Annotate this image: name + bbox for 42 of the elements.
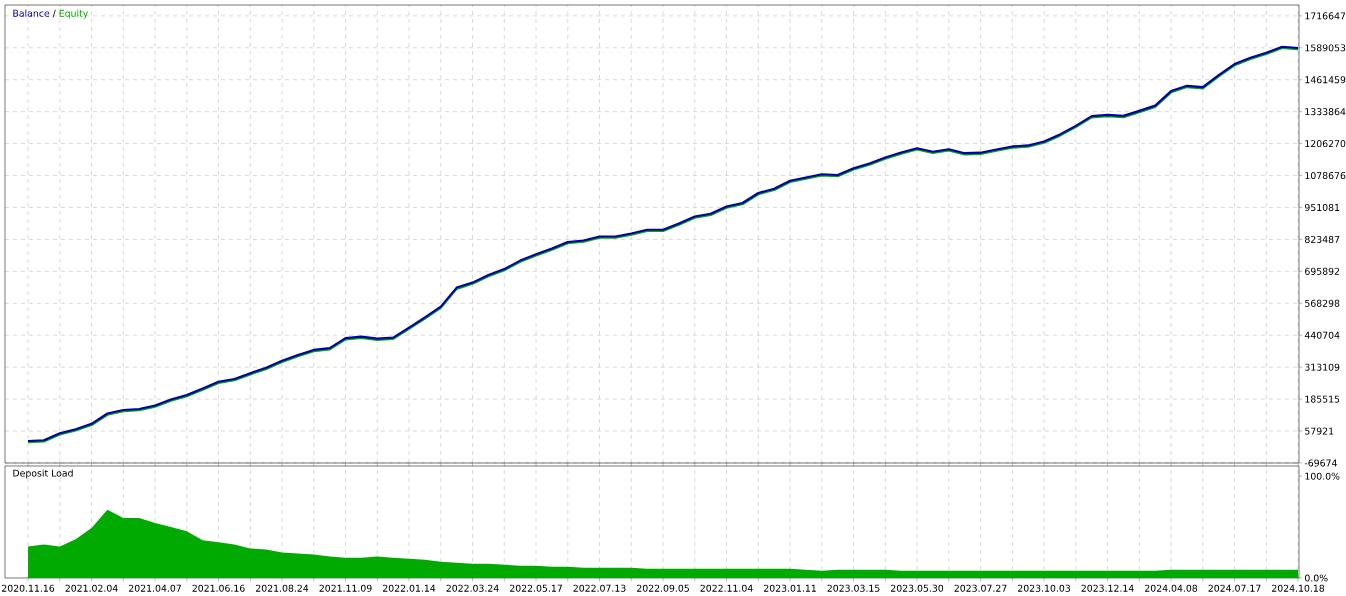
x-tick-label: 2021.02.04: [65, 584, 118, 592]
y-tick-label: 1716647: [1305, 12, 1346, 20]
x-tick-label: 2022.11.04: [700, 584, 753, 592]
x-tick-label: 2024.10.18: [1272, 584, 1325, 592]
x-tick-label: 2023.12.14: [1081, 584, 1134, 592]
y-tick-label: 1206270: [1305, 140, 1346, 148]
y-tick-label: 568298: [1305, 299, 1340, 307]
y-tick-label: -69674: [1304, 459, 1337, 467]
y-tick-label: 951081: [1304, 203, 1340, 212]
y-tick-label: 313109: [1305, 363, 1340, 371]
x-tick-label: 2021.04.07: [129, 584, 181, 592]
x-tick-label: 2022.07.13: [573, 584, 626, 592]
x-tick-label: 2023.01.11: [764, 584, 816, 592]
x-tick-label: 2023.10.03: [1018, 584, 1070, 592]
text: Balance: [13, 9, 50, 17]
y-tick-label: 695892: [1305, 267, 1340, 275]
y-tick-label: 57921: [1305, 427, 1334, 435]
x-tick-label: 2021.06.16: [192, 584, 245, 592]
y-tick-label: 100.0%: [1305, 472, 1340, 480]
x-tick-label: 2024.04.08: [1145, 584, 1198, 592]
y-tick-label: 1589053: [1305, 44, 1346, 52]
y-tick-label: 1461459: [1305, 76, 1346, 84]
y-tick-label: 0.0%: [1304, 574, 1328, 582]
x-tick-label: 2024.07.17: [1208, 584, 1261, 592]
annotation: /: [52, 9, 56, 18]
text: Equity: [59, 9, 88, 19]
chart-title: Deposit Load: [13, 469, 73, 479]
y-tick-label: 1078676: [1305, 172, 1346, 180]
y-tick-label: 185515: [1305, 395, 1340, 403]
x-tick-label: 2022.09.05: [637, 584, 689, 592]
x-tick-label: 2021.11.09: [319, 584, 372, 592]
y-tick-label: 440704: [1304, 331, 1340, 339]
x-tick-label: 2022.05.17: [510, 584, 562, 592]
x-tick-label: 2020.11.16: [2, 584, 55, 592]
y-tick-label: 823487: [1305, 235, 1340, 243]
x-tick-label: 2022.03.24: [446, 584, 499, 592]
x-tick-label: 2022.01.14: [383, 584, 436, 592]
x-tick-label: 2023.05.30: [891, 584, 944, 592]
x-tick-label: 2023.03.15: [827, 584, 880, 592]
x-tick-label: 2021.08.24: [256, 584, 309, 592]
y-tick-label: 1333864: [1305, 108, 1346, 116]
x-tick-label: 2023.07.27: [954, 584, 1007, 592]
